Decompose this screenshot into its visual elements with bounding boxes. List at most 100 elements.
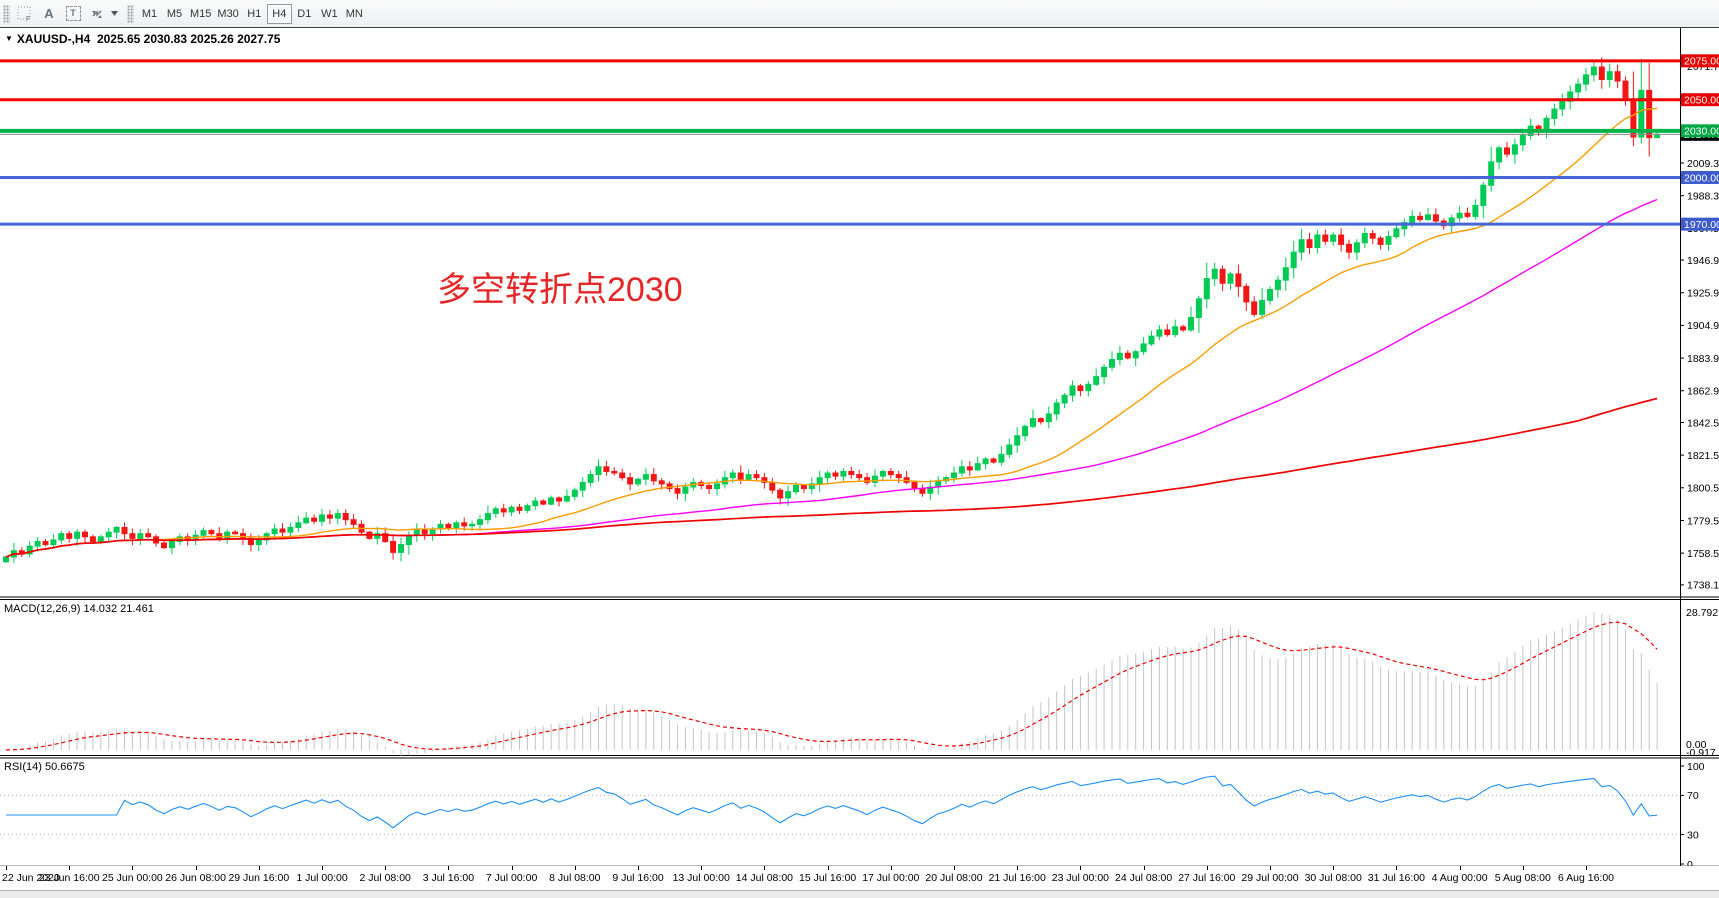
- candle-body: [793, 484, 799, 493]
- candle-body: [1069, 385, 1076, 396]
- candle-body: [145, 533, 152, 538]
- arrows-dropdown-caret[interactable]: [109, 3, 119, 24]
- candle-body: [445, 523, 452, 528]
- arrows-tool-button[interactable]: [85, 3, 109, 24]
- rsi-axis-label: 100: [1687, 761, 1705, 773]
- candle-body: [1030, 418, 1036, 427]
- candle-body: [1551, 108, 1558, 119]
- ma-mid-line[interactable]: [5, 198, 1658, 558]
- timeframe-button-m1[interactable]: M1: [137, 4, 162, 24]
- candle-body: [1282, 267, 1289, 281]
- chart-area[interactable]: 2071.702009.301988.301967.501946.901925.…: [0, 28, 1719, 898]
- candle-body: [998, 453, 1005, 463]
- timeframe-group-handle[interactable]: [127, 4, 134, 23]
- candle-body: [745, 474, 752, 480]
- candle-body: [769, 481, 776, 491]
- candle-body: [168, 540, 175, 549]
- text-box-tool-button[interactable]: T: [61, 3, 85, 24]
- date-tick: [764, 866, 766, 870]
- candle-body: [1132, 351, 1139, 359]
- candle-body: [58, 533, 65, 541]
- price-tick-label: 1925.90: [1687, 288, 1719, 300]
- indicators-grid-icon[interactable]: F: [13, 3, 37, 24]
- candle-body: [753, 474, 760, 479]
- candle-body: [1077, 385, 1084, 392]
- rsi-name: RSI(14): [4, 761, 42, 773]
- date-tick: [1586, 866, 1587, 870]
- candle-body: [1575, 83, 1582, 93]
- candle-body: [1583, 74, 1589, 85]
- date-tick: [1522, 866, 1524, 870]
- toolbar: F A T M1 M5 M15 M30 H1 H4 D1 W1 MN: [0, 0, 1719, 28]
- timeframe-button-h1[interactable]: H1: [242, 4, 267, 24]
- candle-body: [342, 512, 349, 521]
- date-tick: [132, 866, 134, 870]
- collapse-triangle-icon[interactable]: ▼: [5, 34, 13, 43]
- candle-body: [729, 472, 736, 479]
- date-label: 14 Jul 08:00: [735, 872, 793, 884]
- candle-body: [1180, 326, 1187, 331]
- timeframe-button-mn[interactable]: MN: [342, 4, 367, 24]
- timeframe-button-w1[interactable]: W1: [317, 4, 342, 24]
- timeframe-button-m15[interactable]: M15: [187, 4, 214, 24]
- arrows-icon: [92, 9, 102, 18]
- candle-body: [1022, 425, 1029, 437]
- rsi-indicator-label: RSI(14) 50.6675: [4, 761, 85, 773]
- candle-body: [1014, 435, 1021, 446]
- timeframe-button-m30[interactable]: M30: [214, 4, 241, 24]
- candle-body: [1377, 237, 1384, 245]
- timeframe-button-h4[interactable]: H4: [266, 3, 292, 24]
- candle-body: [587, 474, 594, 483]
- candle-body: [477, 519, 483, 525]
- svg-text:F: F: [26, 16, 30, 22]
- grid-icon: F: [17, 6, 31, 22]
- candle-body: [658, 480, 665, 485]
- date-label: 3 Jul 16:00: [422, 872, 475, 884]
- candle-body: [453, 522, 460, 528]
- annotation-text[interactable]: 多空转折点2030: [437, 271, 683, 309]
- candle-body: [1519, 134, 1526, 146]
- candle-body: [1432, 214, 1439, 222]
- candle-body: [1638, 89, 1645, 138]
- macd-name: MACD(12,26,9): [4, 603, 81, 615]
- candle-body: [808, 483, 815, 490]
- candle-body: [97, 536, 104, 542]
- candle-body: [1448, 217, 1455, 227]
- candle-body: [1251, 301, 1258, 315]
- ma-slow-line[interactable]: [5, 397, 1658, 558]
- chart-canvas[interactable]: 2071.702009.301988.301967.501946.901925.…: [0, 28, 1719, 866]
- candle-body: [532, 500, 539, 507]
- price-badge-label: 2075.00: [1684, 56, 1719, 68]
- price-tick-label: 1904.90: [1687, 320, 1719, 332]
- ma-fast-line[interactable]: [5, 107, 1658, 558]
- date-tick: [385, 866, 387, 870]
- rsi-axis-label: 0: [1687, 859, 1693, 866]
- date-tick: [701, 866, 703, 870]
- candle-body: [1085, 383, 1092, 392]
- candle-body: [1590, 66, 1597, 76]
- candle-body: [105, 531, 112, 538]
- toolbar-drag-handle[interactable]: [3, 4, 10, 23]
- candle-body: [1274, 279, 1281, 290]
- candle-body: [1203, 278, 1210, 300]
- candle-body: [832, 472, 839, 477]
- candle-body: [1559, 100, 1566, 110]
- candle-body: [563, 495, 570, 502]
- text-label-tool-button[interactable]: A: [37, 3, 61, 24]
- candle-body: [1409, 215, 1416, 224]
- price-lines: 2027.752075.002050.002030.002000.001970.…: [0, 54, 1719, 231]
- timeframe-button-m5[interactable]: M5: [162, 4, 187, 24]
- candle-body: [1338, 234, 1345, 245]
- candle-body: [279, 528, 286, 533]
- candle-body: [1322, 234, 1329, 242]
- panel-separators: [0, 28, 1719, 866]
- timeframe-button-d1[interactable]: D1: [292, 4, 317, 24]
- date-tick: [69, 866, 71, 870]
- price-tick-label: 1800.50: [1687, 483, 1719, 495]
- date-axis[interactable]: 22 Jun 2020 23 Jun 16:00 25 Jun 00:00 26 Ju…: [0, 866, 1719, 890]
- candle-body: [26, 545, 33, 555]
- price-axis-ticks: 2071.702009.301988.301967.501946.901925.…: [1680, 61, 1719, 592]
- candle-body: [319, 514, 325, 522]
- candle-body: [1140, 343, 1147, 353]
- date-label: 1 Jul 00:00: [296, 872, 348, 884]
